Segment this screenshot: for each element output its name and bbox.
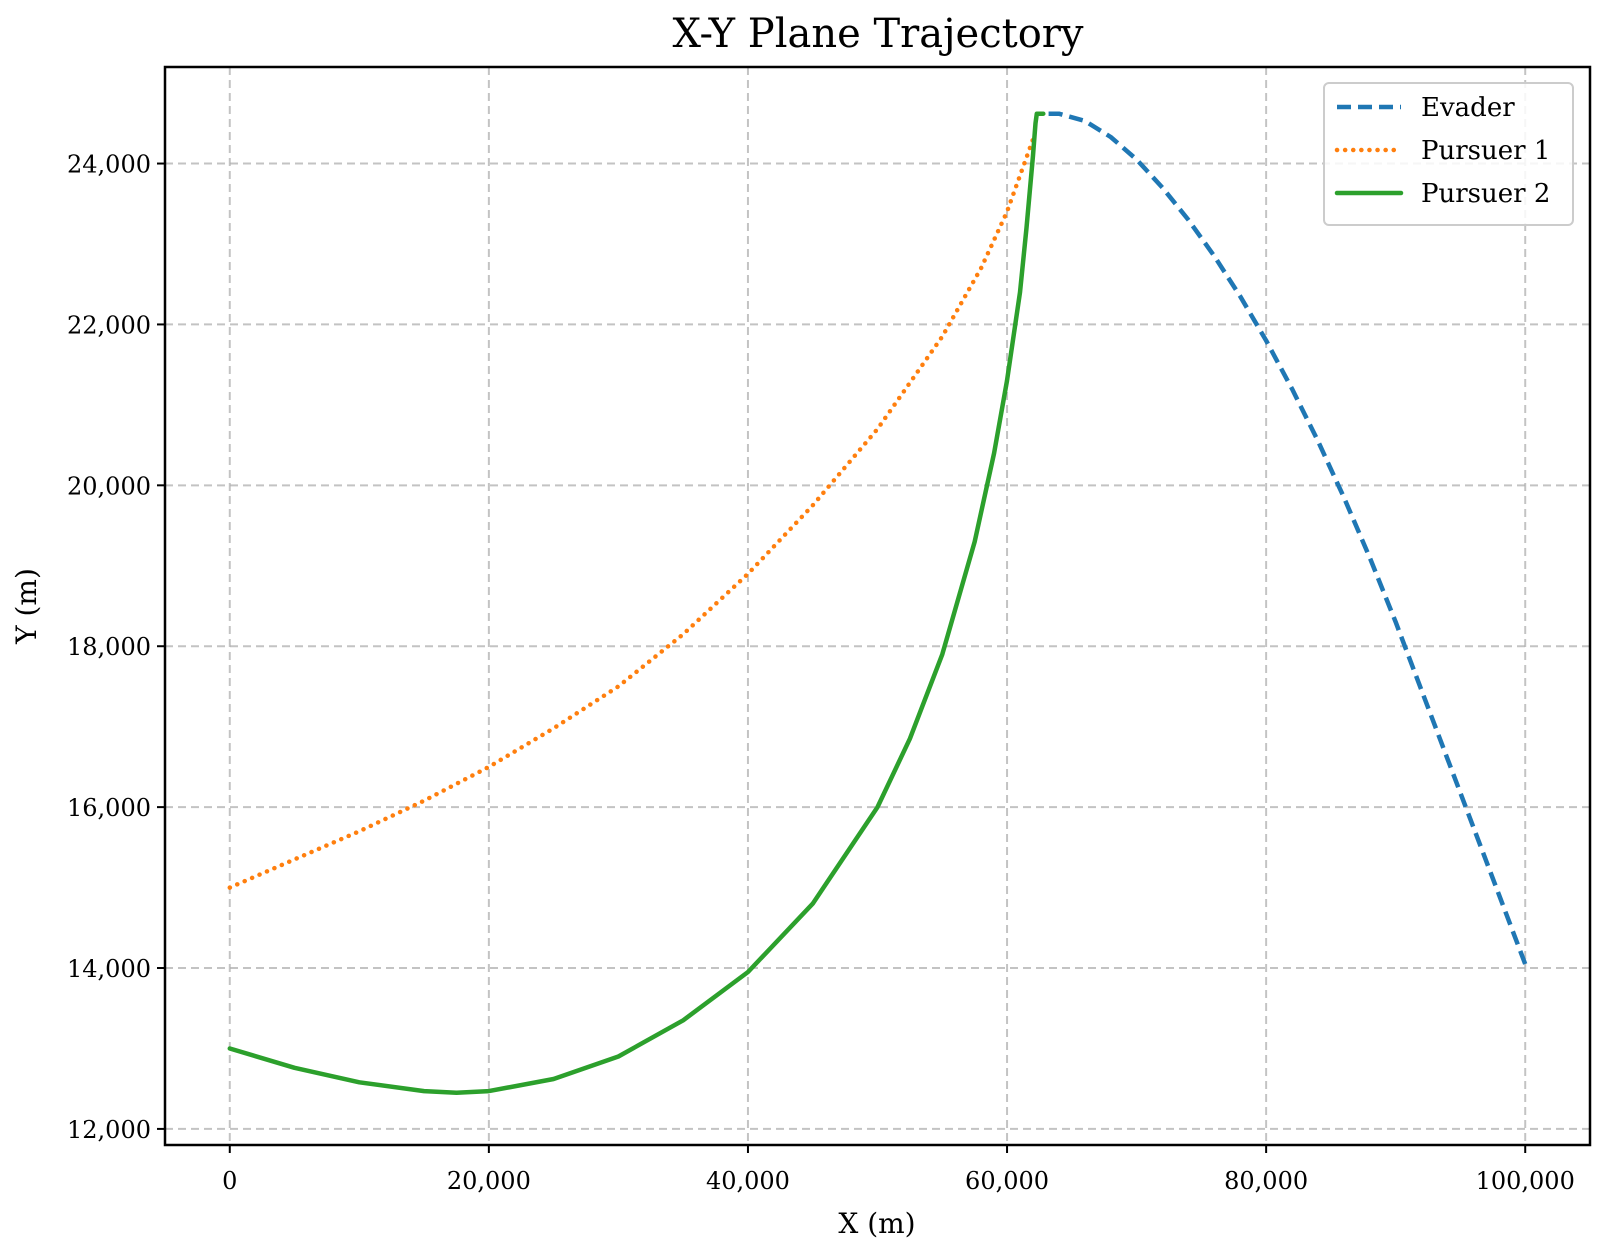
plot-frame [163,65,1592,1147]
y-tick-label: 22,000 [67,311,151,339]
x-tick-label: 100,000 [1476,1167,1575,1195]
legend-label-pursuer-1: Pursuer 1 [1421,136,1550,166]
y-tick-label: 20,000 [67,472,151,500]
axis-ticks: 0 20,000 40,000 60,000 80,000 100,000 12,000 14… [67,151,1575,1195]
legend-label-pursuer-2: Pursuer 2 [1421,179,1550,209]
x-tick-label: 40,000 [706,1167,790,1195]
x-axis-label: X (m) [838,1207,915,1240]
legend-box [1323,82,1574,226]
grid-lines [165,67,1590,1145]
y-tick-label: 12,000 [67,1116,151,1144]
pursuer-2-line [227,111,1046,1095]
y-tick-label: 16,000 [67,794,151,822]
series-layer [227,111,1528,1095]
pursuer-1-line [227,137,1036,890]
y-axis-label: Y (m) [10,568,43,645]
evader-line [1043,111,1528,965]
x-tick-label: 80,000 [1224,1167,1308,1195]
y-tick-label: 14,000 [67,955,151,983]
x-tick-label: 0 [222,1167,237,1195]
legend: Evader Pursuer 1 Pursuer 2 [1323,82,1574,226]
y-tick-label: 18,000 [67,633,151,661]
y-tick-label: 24,000 [67,151,151,179]
legend-label-evader: Evader [1421,93,1515,123]
x-tick-label: 60,000 [965,1167,1049,1195]
x-tick-label: 20,000 [447,1167,531,1195]
chart-title: X-Y Plane Trajectory [673,11,1084,57]
